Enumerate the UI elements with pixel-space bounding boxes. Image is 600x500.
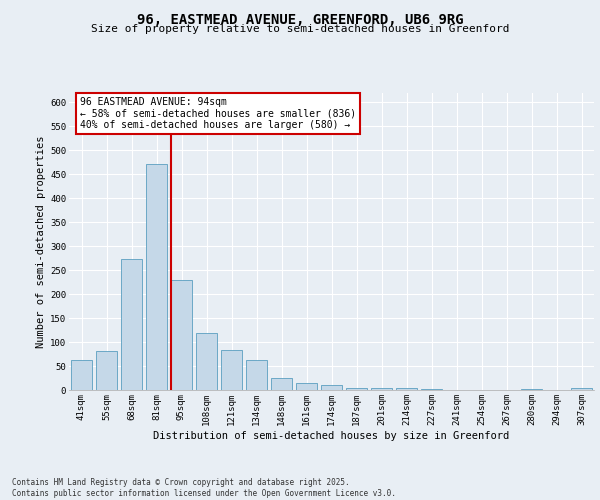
Bar bbox=[521, 389, 542, 390]
Bar bbox=[271, 378, 292, 390]
Text: Size of property relative to semi-detached houses in Greenford: Size of property relative to semi-detach… bbox=[91, 24, 509, 34]
Bar bbox=[146, 164, 167, 390]
X-axis label: Distribution of semi-detached houses by size in Greenford: Distribution of semi-detached houses by … bbox=[154, 430, 509, 440]
Bar bbox=[221, 350, 242, 390]
Bar bbox=[371, 388, 392, 390]
Bar bbox=[296, 383, 317, 390]
Bar bbox=[171, 280, 192, 390]
Bar bbox=[96, 350, 117, 390]
Bar bbox=[246, 360, 267, 390]
Text: 96, EASTMEAD AVENUE, GREENFORD, UB6 9RG: 96, EASTMEAD AVENUE, GREENFORD, UB6 9RG bbox=[137, 12, 463, 26]
Bar bbox=[571, 388, 592, 390]
Text: 96 EASTMEAD AVENUE: 94sqm
← 58% of semi-detached houses are smaller (836)
40% of: 96 EASTMEAD AVENUE: 94sqm ← 58% of semi-… bbox=[79, 97, 356, 130]
Bar bbox=[321, 385, 342, 390]
Bar bbox=[346, 388, 367, 390]
Bar bbox=[421, 389, 442, 390]
Bar bbox=[71, 360, 92, 390]
Text: Contains HM Land Registry data © Crown copyright and database right 2025.
Contai: Contains HM Land Registry data © Crown c… bbox=[12, 478, 396, 498]
Y-axis label: Number of semi-detached properties: Number of semi-detached properties bbox=[36, 135, 46, 348]
Bar bbox=[396, 388, 417, 390]
Bar bbox=[196, 334, 217, 390]
Bar bbox=[121, 259, 142, 390]
